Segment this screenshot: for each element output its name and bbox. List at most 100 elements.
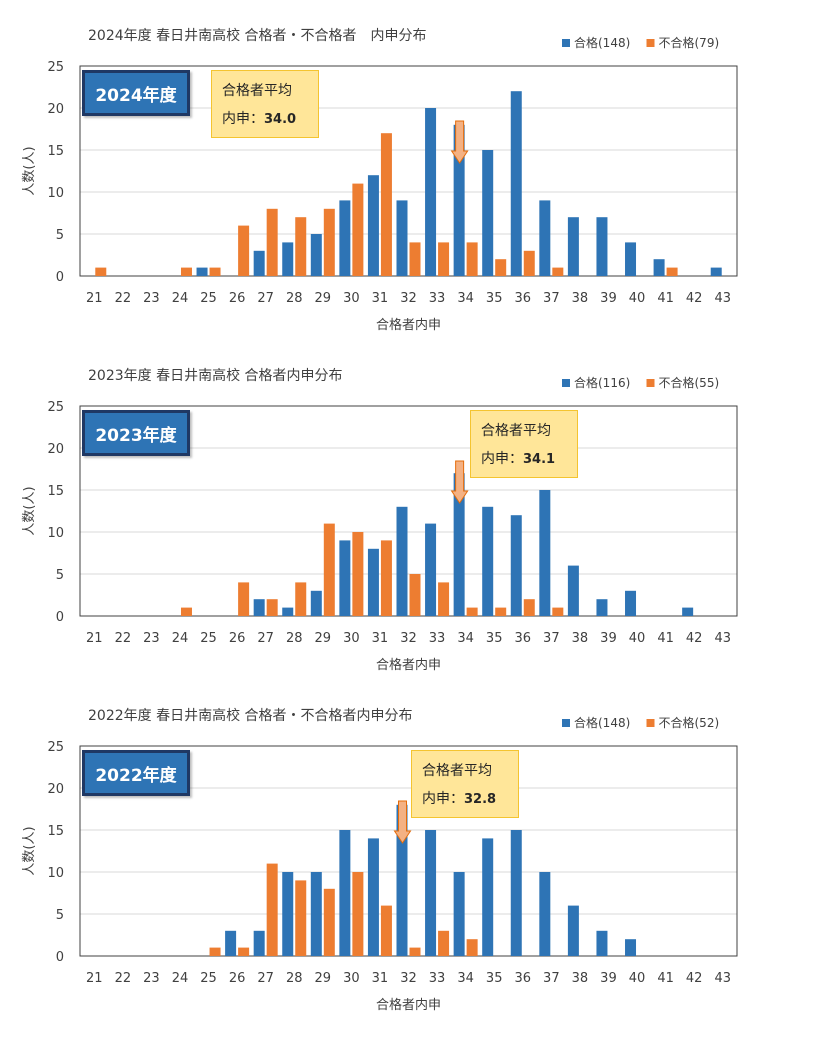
average-value: 34.1 xyxy=(523,452,556,467)
chart-title: 2024年度 春日井南高校 合格者・不合格者 内申分布 xyxy=(88,27,427,44)
bar-fail xyxy=(266,599,278,616)
x-tick-label: 38 xyxy=(572,631,589,646)
average-value-label: 内申： xyxy=(222,111,264,127)
average-label: 合格者平均 xyxy=(222,83,292,99)
legend-label: 合格(116) xyxy=(574,375,630,390)
x-tick-label: 33 xyxy=(429,291,446,306)
bar-pass xyxy=(425,108,437,276)
bar-fail xyxy=(180,267,192,276)
bar-fail xyxy=(523,250,535,276)
bar-fail xyxy=(466,607,478,616)
x-tick-label: 35 xyxy=(486,971,503,986)
legend-label: 不合格(79) xyxy=(659,35,720,50)
bar-pass xyxy=(567,217,579,276)
x-tick-label: 25 xyxy=(200,291,217,306)
bar-pass xyxy=(425,523,437,616)
x-tick-label: 34 xyxy=(457,631,474,646)
x-tick-label: 41 xyxy=(657,971,674,986)
y-tick-label: 0 xyxy=(56,610,64,625)
bar-fail xyxy=(352,532,364,616)
x-tick-label: 41 xyxy=(657,291,674,306)
x-tick-label: 36 xyxy=(514,291,531,306)
x-tick-label: 37 xyxy=(543,631,560,646)
bar-fail xyxy=(552,267,564,276)
y-tick-label: 20 xyxy=(47,782,64,797)
x-tick-label: 42 xyxy=(686,631,703,646)
x-tick-label: 38 xyxy=(572,291,589,306)
legend-label: 合格(148) xyxy=(574,715,630,730)
bar-fail xyxy=(380,905,392,956)
chart-svg: 2022年度 春日井南高校 合格者・不合格者内申分布 合格(148) 不合格(52)… xyxy=(22,707,738,1013)
x-tick-label: 37 xyxy=(543,291,560,306)
x-tick-label: 36 xyxy=(514,971,531,986)
bar-fail xyxy=(295,582,307,616)
x-tick-label: 23 xyxy=(143,971,160,986)
x-tick-label: 32 xyxy=(400,631,417,646)
bar-pass xyxy=(253,930,265,956)
x-tick-label: 30 xyxy=(343,631,360,646)
bar-pass xyxy=(625,242,637,276)
bar-fail xyxy=(523,599,535,616)
x-tick-label: 24 xyxy=(172,971,189,986)
y-tick-label: 25 xyxy=(47,400,64,415)
bar-fail xyxy=(495,607,507,616)
y-tick-label: 10 xyxy=(47,526,64,541)
bar-fail xyxy=(438,582,450,616)
y-tick-label: 10 xyxy=(47,866,64,881)
bar-pass xyxy=(196,267,208,276)
x-tick-label: 29 xyxy=(315,631,332,646)
x-tick-label: 39 xyxy=(600,631,617,646)
chart-title: 2023年度 春日井南高校 合格者内申分布 xyxy=(88,367,343,384)
x-tick-label: 35 xyxy=(486,291,503,306)
bar-pass xyxy=(510,515,522,616)
bar-pass xyxy=(282,607,294,616)
x-tick-label: 38 xyxy=(572,971,589,986)
legend-swatch xyxy=(646,719,655,727)
y-axis-label: 人数(人) xyxy=(22,486,37,535)
x-tick-label: 37 xyxy=(543,971,560,986)
bar-pass xyxy=(510,91,522,276)
x-tick-label: 24 xyxy=(172,291,189,306)
bar-pass xyxy=(367,175,379,276)
x-tick-label: 22 xyxy=(115,291,132,306)
x-tick-label: 26 xyxy=(229,291,246,306)
bar-pass xyxy=(310,590,322,616)
y-tick-label: 0 xyxy=(56,950,64,965)
y-axis-label: 人数(人) xyxy=(22,146,37,195)
x-tick-label: 27 xyxy=(257,631,274,646)
y-tick-label: 25 xyxy=(47,60,64,75)
bar-pass xyxy=(310,234,322,276)
x-tick-label: 40 xyxy=(629,971,646,986)
bar-pass xyxy=(339,200,351,276)
x-tick-label: 32 xyxy=(400,971,417,986)
bar-pass xyxy=(282,242,294,276)
bar-pass xyxy=(339,540,351,616)
bar-pass xyxy=(282,872,294,956)
bar-fail xyxy=(209,947,221,956)
average-value: 34.0 xyxy=(264,112,297,127)
x-axis-label: 合格者内申 xyxy=(376,317,441,333)
x-tick-label: 22 xyxy=(115,971,132,986)
bar-pass xyxy=(453,473,465,616)
x-tick-label: 42 xyxy=(686,291,703,306)
average-box: 合格者平均 内申：34.1 xyxy=(470,410,578,478)
x-axis-label: 合格者内申 xyxy=(376,997,441,1013)
bar-fail xyxy=(466,242,478,276)
y-tick-label: 5 xyxy=(56,568,64,583)
year-badge: 2022年度 xyxy=(82,750,190,796)
bar-pass xyxy=(567,565,579,616)
average-value-row: 内申：34.0 xyxy=(222,105,308,134)
x-tick-label: 31 xyxy=(372,971,389,986)
x-tick-label: 34 xyxy=(457,291,474,306)
x-tick-label: 31 xyxy=(372,631,389,646)
x-tick-label: 36 xyxy=(514,631,531,646)
bar-fail xyxy=(438,242,450,276)
y-tick-label: 15 xyxy=(47,484,64,499)
x-tick-label: 35 xyxy=(486,631,503,646)
bar-fail xyxy=(266,208,278,276)
bar-pass xyxy=(253,250,265,276)
bar-fail xyxy=(180,607,192,616)
y-tick-label: 20 xyxy=(47,442,64,457)
plot-area xyxy=(79,405,738,617)
bar-fail xyxy=(666,267,678,276)
